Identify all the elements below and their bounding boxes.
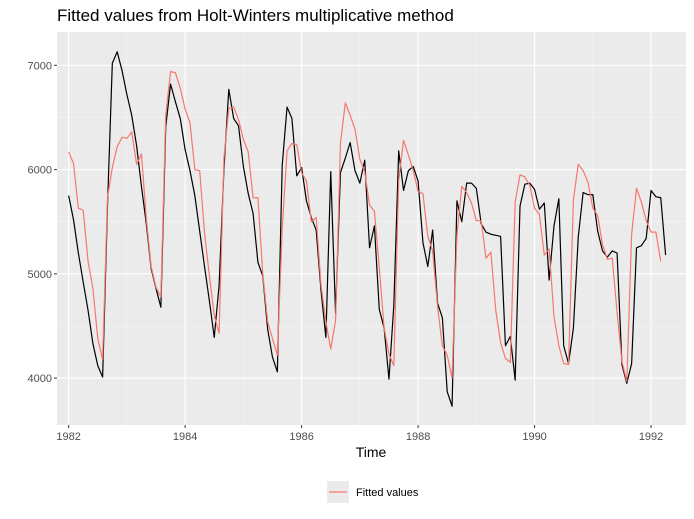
x-axis: 1982 1984 1986 1988 1990 1992 <box>56 425 663 443</box>
x-tick-label: 1984 <box>173 431 197 443</box>
legend-label-fitted-values: Fitted values <box>356 487 419 499</box>
major-gridlines <box>57 32 686 425</box>
x-tick-label: 1986 <box>289 431 313 443</box>
minor-gridlines <box>57 32 686 425</box>
series-layer <box>68 51 667 407</box>
y-tick-label: 7000 <box>28 60 52 72</box>
x-tick-label: 1982 <box>56 431 80 443</box>
plot-panel <box>57 32 686 425</box>
y-tick-label: 4000 <box>28 373 52 385</box>
x-tick-label: 1988 <box>406 431 430 443</box>
x-tick-label: 1992 <box>639 431 663 443</box>
y-axis: 4000 5000 6000 7000 <box>28 60 57 385</box>
series-line-fitted-values <box>68 71 662 382</box>
y-tick-label: 5000 <box>28 269 52 281</box>
x-axis-title: Time <box>356 444 387 460</box>
y-tick-label: 6000 <box>28 165 52 177</box>
chart-title: Fitted values from Holt-Winters multipli… <box>57 6 454 25</box>
x-tick-label: 1990 <box>522 431 546 443</box>
legend: Fitted values <box>327 481 419 503</box>
series-line-observed <box>68 51 667 407</box>
